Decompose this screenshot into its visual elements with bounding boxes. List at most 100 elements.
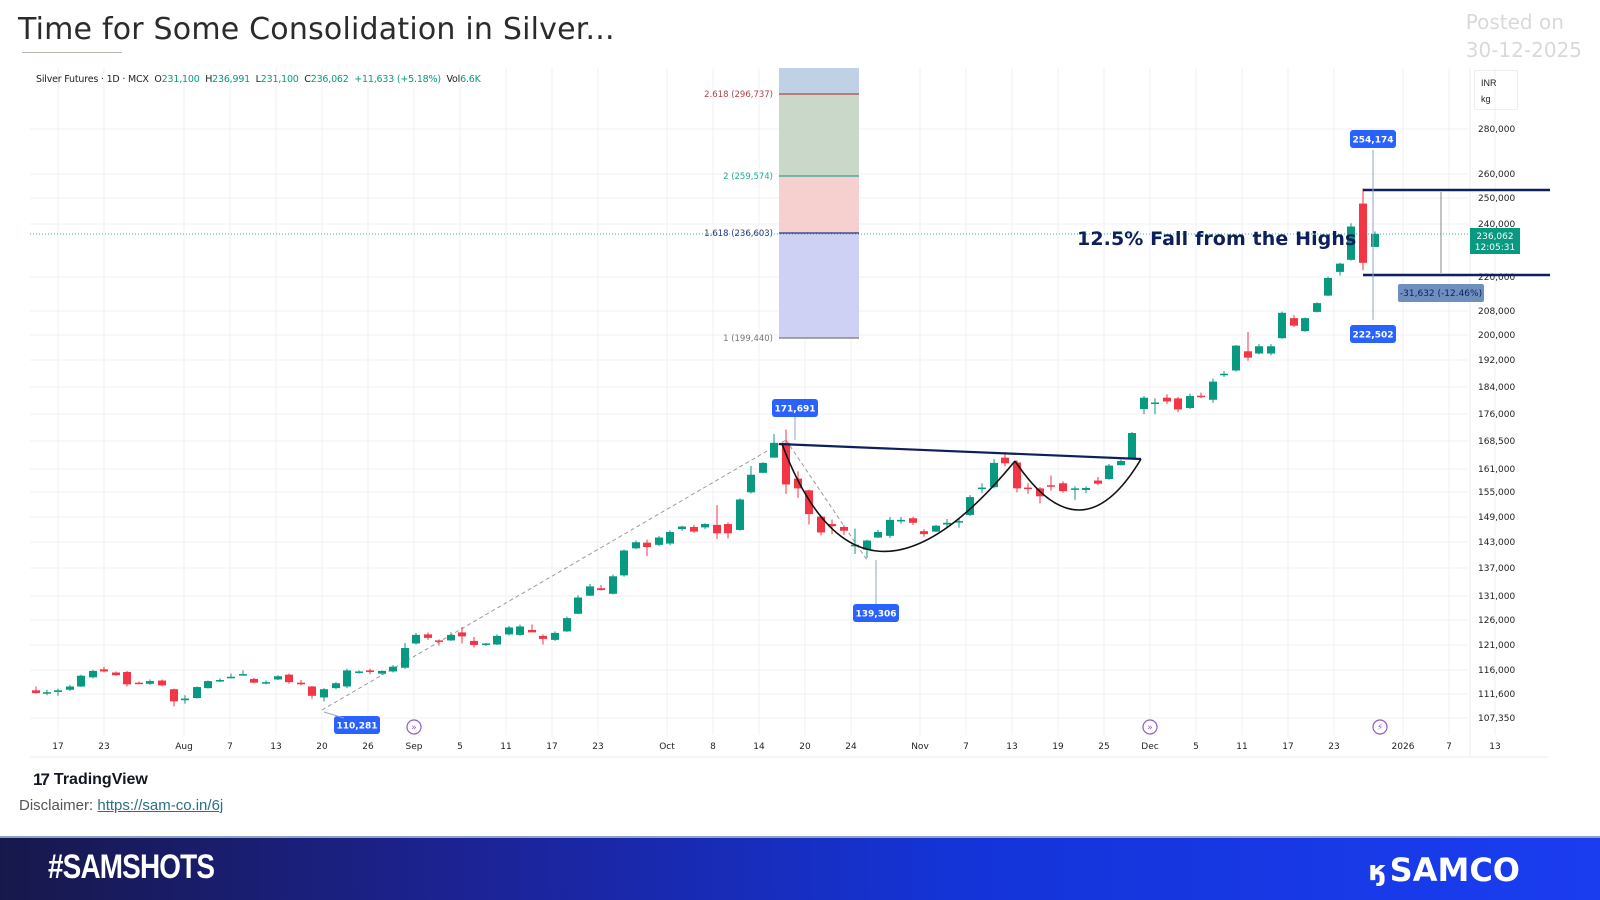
candle[interactable] xyxy=(482,642,490,646)
candle[interactable] xyxy=(146,679,154,685)
candle[interactable] xyxy=(782,429,790,494)
chart-area[interactable]: 280,000 260,000 250,000 240,000 220,000 208,0… xyxy=(30,68,1550,758)
disclaimer-link[interactable]: https://sam-co.in/6j xyxy=(97,797,224,814)
candle[interactable] xyxy=(1324,276,1332,297)
candle[interactable] xyxy=(597,584,605,591)
candle[interactable] xyxy=(1359,188,1367,271)
candle[interactable] xyxy=(66,684,74,691)
candle[interactable] xyxy=(620,549,628,577)
candle[interactable] xyxy=(920,529,928,537)
candle[interactable] xyxy=(343,668,351,689)
candle[interactable] xyxy=(216,678,224,683)
candle[interactable] xyxy=(794,471,802,498)
candle[interactable] xyxy=(320,688,328,702)
candle[interactable] xyxy=(759,462,767,473)
candle[interactable] xyxy=(181,695,189,704)
candle[interactable] xyxy=(909,516,917,525)
candle[interactable] xyxy=(1232,345,1240,372)
candle[interactable] xyxy=(943,519,951,528)
candle[interactable] xyxy=(1059,481,1067,493)
fall-range-measure[interactable]: -31,632 (-12.46%) xyxy=(1363,150,1550,320)
candle[interactable] xyxy=(1094,477,1102,486)
candle[interactable] xyxy=(170,688,178,707)
candle[interactable] xyxy=(297,679,305,686)
candle[interactable] xyxy=(828,519,836,535)
candle[interactable] xyxy=(817,515,825,536)
candle[interactable] xyxy=(886,516,894,538)
candle[interactable] xyxy=(632,540,640,550)
candle[interactable] xyxy=(505,625,513,636)
candle[interactable] xyxy=(1301,317,1309,332)
candle[interactable] xyxy=(308,685,316,699)
candle[interactable] xyxy=(840,525,848,535)
candle[interactable] xyxy=(1290,315,1298,328)
candle[interactable] xyxy=(274,675,282,680)
candle[interactable] xyxy=(609,574,617,595)
candle[interactable] xyxy=(435,639,443,646)
fib-extension[interactable]: 2.618 (296,737)2 (259,574)1.618 (236,603… xyxy=(704,68,859,344)
candle[interactable] xyxy=(193,686,201,699)
candle[interactable] xyxy=(54,688,62,696)
candle[interactable] xyxy=(158,679,166,687)
candle[interactable] xyxy=(285,673,293,684)
candle[interactable] xyxy=(643,539,651,557)
y-axis[interactable]: 280,000 260,000 250,000 240,000 220,000 208,0… xyxy=(1478,125,1515,724)
candle[interactable] xyxy=(586,584,594,597)
candle[interactable] xyxy=(747,465,755,494)
candle[interactable] xyxy=(678,525,686,531)
candle[interactable] xyxy=(1267,344,1275,356)
candle[interactable] xyxy=(1117,459,1125,466)
candle[interactable] xyxy=(1128,431,1136,460)
candle[interactable] xyxy=(1013,460,1021,493)
candle[interactable] xyxy=(1071,486,1079,500)
candles[interactable] xyxy=(32,188,1379,707)
candle[interactable] xyxy=(366,668,374,675)
candle[interactable] xyxy=(551,631,559,641)
candle[interactable] xyxy=(1105,464,1113,480)
candle[interactable] xyxy=(713,505,721,539)
price-callouts[interactable]: 254,174 222,502 171,691 139,306 110,281 xyxy=(323,130,1396,734)
candle[interactable] xyxy=(966,495,974,517)
x-axis[interactable]: 17 23 Aug 7 13 20 26 Sep 5 11 17 23 Oct 8 14 20 24 Nov 7 13… xyxy=(52,742,1500,752)
candle[interactable] xyxy=(1140,396,1148,415)
candle[interactable] xyxy=(458,626,466,644)
candle[interactable] xyxy=(851,528,859,554)
candle[interactable] xyxy=(528,624,536,633)
candle[interactable] xyxy=(724,522,732,539)
candle[interactable] xyxy=(1220,371,1228,378)
candlestick-chart[interactable]: 280,000 260,000 250,000 240,000 220,000 208,0… xyxy=(30,68,1550,758)
candle[interactable] xyxy=(43,689,51,696)
candle[interactable] xyxy=(770,434,778,458)
candle[interactable] xyxy=(655,535,663,547)
candle[interactable] xyxy=(100,666,108,673)
candle[interactable] xyxy=(1151,398,1159,415)
candle[interactable] xyxy=(1163,394,1171,404)
currency-unit-box[interactable]: INR kg xyxy=(1474,70,1518,110)
candle[interactable] xyxy=(1255,344,1263,355)
candle[interactable] xyxy=(227,673,235,679)
candle[interactable] xyxy=(1082,486,1090,494)
candle[interactable] xyxy=(897,516,905,524)
candle[interactable] xyxy=(378,670,386,675)
candle[interactable] xyxy=(1047,475,1055,491)
candle[interactable] xyxy=(1209,378,1217,403)
candle[interactable] xyxy=(666,530,674,546)
dividend-event-icon[interactable]: ⚡ xyxy=(1372,719,1388,735)
candle[interactable] xyxy=(447,632,455,641)
candle[interactable] xyxy=(412,632,420,645)
candle[interactable] xyxy=(77,674,85,688)
candle[interactable] xyxy=(805,489,813,525)
candle[interactable] xyxy=(1313,302,1321,313)
candle[interactable] xyxy=(401,642,409,669)
candle[interactable] xyxy=(736,498,744,531)
candle[interactable] xyxy=(955,519,963,528)
candle[interactable] xyxy=(89,669,97,679)
candle[interactable] xyxy=(1197,392,1205,399)
candle[interactable] xyxy=(690,524,698,533)
candle[interactable] xyxy=(701,523,709,530)
candle[interactable] xyxy=(990,459,998,489)
candle[interactable] xyxy=(1186,393,1194,410)
event-markers[interactable]: » » ⚡ xyxy=(406,719,1388,735)
candle[interactable] xyxy=(1174,397,1182,413)
candle[interactable] xyxy=(262,680,270,685)
